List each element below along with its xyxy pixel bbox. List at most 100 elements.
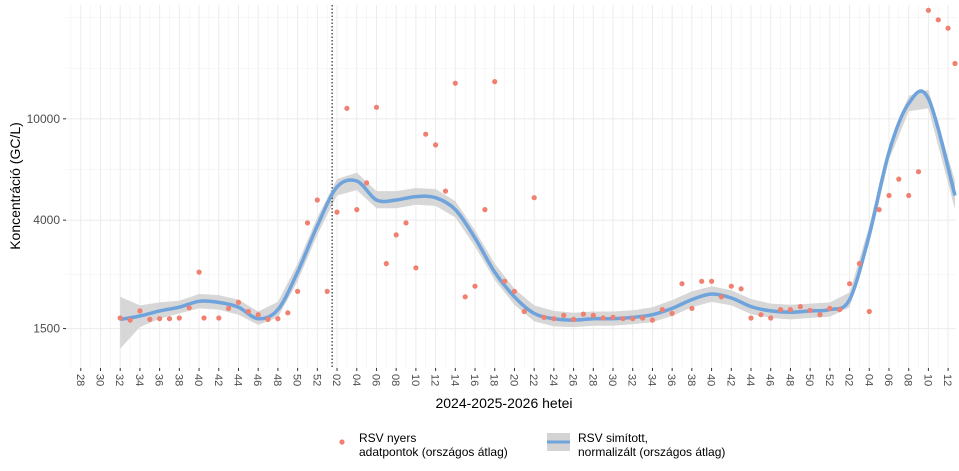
x-tick-label: 24 xyxy=(547,374,559,386)
data-point xyxy=(373,104,380,110)
x-tick-label: 26 xyxy=(567,374,579,386)
data-point xyxy=(738,286,744,292)
y-axis-ticks: 1500 4000 10000 xyxy=(27,112,66,336)
data-point xyxy=(245,308,251,315)
data-point xyxy=(235,299,242,305)
data-point xyxy=(196,269,202,275)
data-point xyxy=(952,60,958,67)
data-point xyxy=(551,316,557,322)
data-point xyxy=(324,288,330,294)
y-axis-title: Koncentráció (GC/L) xyxy=(7,122,23,250)
data-point xyxy=(334,209,340,215)
legend-points-label: RSV nyers adatpontok (országos átlag) xyxy=(359,431,508,459)
data-point xyxy=(541,314,547,320)
data-point xyxy=(226,305,232,311)
x-tick-label: 02 xyxy=(330,374,342,386)
data-point xyxy=(807,307,813,313)
data-point xyxy=(521,308,527,315)
data-point xyxy=(166,316,173,322)
data-point xyxy=(847,281,853,287)
smooth-line xyxy=(119,89,957,322)
data-point xyxy=(778,307,784,313)
legend: RSV nyers adatpontok (országos átlag) RS… xyxy=(339,431,725,459)
data-point xyxy=(797,304,803,310)
x-tick-label: 08 xyxy=(389,374,401,386)
data-point xyxy=(314,197,320,203)
data-point xyxy=(571,316,577,322)
x-tick-label: 40 xyxy=(192,374,204,386)
data-point xyxy=(886,192,892,199)
x-tick-label: 12 xyxy=(429,374,441,386)
x-tick-label: 30 xyxy=(94,374,106,386)
data-point xyxy=(531,195,537,201)
data-point xyxy=(758,312,764,318)
x-tick-label: 34 xyxy=(645,374,657,386)
data-point xyxy=(935,17,941,23)
data-point xyxy=(482,207,488,213)
data-point xyxy=(896,176,902,182)
x-axis-ticks: 28 30 32 34 36 38 40 42 44 46 48 50 52 02 04 06 08 10 12 14… xyxy=(74,368,953,386)
data-point xyxy=(442,188,449,194)
data-point xyxy=(201,315,207,321)
x-tick-label: 12 xyxy=(941,374,953,386)
data-point xyxy=(423,131,429,137)
data-point xyxy=(669,310,675,316)
data-point xyxy=(689,305,695,311)
x-tick-label: 28 xyxy=(586,374,598,386)
x-tick-label: 36 xyxy=(665,374,677,386)
x-tick-label: 14 xyxy=(448,374,460,386)
legend-points-key xyxy=(339,439,345,445)
x-tick-label: 04 xyxy=(862,374,874,386)
data-point xyxy=(590,312,596,318)
x-axis-title: 2024-2025-2026 hetei xyxy=(435,395,572,411)
x-tick-label: 10 xyxy=(409,374,421,386)
x-tick-label: 52 xyxy=(823,374,835,386)
data-point xyxy=(945,25,951,31)
data-point xyxy=(620,316,626,322)
x-tick-label: 02 xyxy=(843,374,855,386)
data-point xyxy=(364,180,370,186)
x-tick-label: 20 xyxy=(507,374,519,386)
x-tick-label: 36 xyxy=(153,374,165,386)
x-tick-label: 46 xyxy=(764,374,776,386)
data-point xyxy=(137,308,143,314)
data-point xyxy=(649,317,656,323)
data-point xyxy=(640,315,646,321)
x-tick-label: 42 xyxy=(212,374,224,386)
data-point xyxy=(502,278,508,284)
x-tick-label: 52 xyxy=(310,374,322,386)
data-point xyxy=(837,307,843,313)
data-point xyxy=(925,7,932,13)
x-tick-label: 06 xyxy=(370,374,382,386)
x-tick-label: 40 xyxy=(705,374,717,386)
x-tick-label: 50 xyxy=(291,374,303,386)
x-tick-label: 22 xyxy=(527,374,539,386)
data-point xyxy=(265,316,271,322)
data-point xyxy=(462,294,468,300)
data-point xyxy=(344,105,350,111)
data-point xyxy=(452,80,458,86)
x-tick-label: 38 xyxy=(172,374,184,386)
data-point xyxy=(659,307,665,313)
data-point xyxy=(787,307,794,313)
x-tick-label: 38 xyxy=(685,374,697,386)
x-tick-label: 34 xyxy=(133,374,145,386)
data-point xyxy=(393,232,399,238)
data-point xyxy=(295,288,301,294)
y-tick-label: 10000 xyxy=(27,112,61,126)
x-tick-label: 32 xyxy=(113,374,125,386)
x-tick-label: 04 xyxy=(350,374,362,386)
x-tick-label: 48 xyxy=(783,374,795,386)
data-point xyxy=(580,311,587,317)
data-point xyxy=(413,265,419,271)
x-tick-label: 42 xyxy=(724,374,736,386)
data-point xyxy=(117,315,123,321)
data-point xyxy=(876,207,882,213)
data-point xyxy=(856,261,863,267)
x-tick-label: 08 xyxy=(902,374,914,386)
data-point xyxy=(157,316,163,322)
smooth-line-layer xyxy=(119,89,957,322)
data-point xyxy=(403,220,409,226)
data-point xyxy=(275,316,281,322)
